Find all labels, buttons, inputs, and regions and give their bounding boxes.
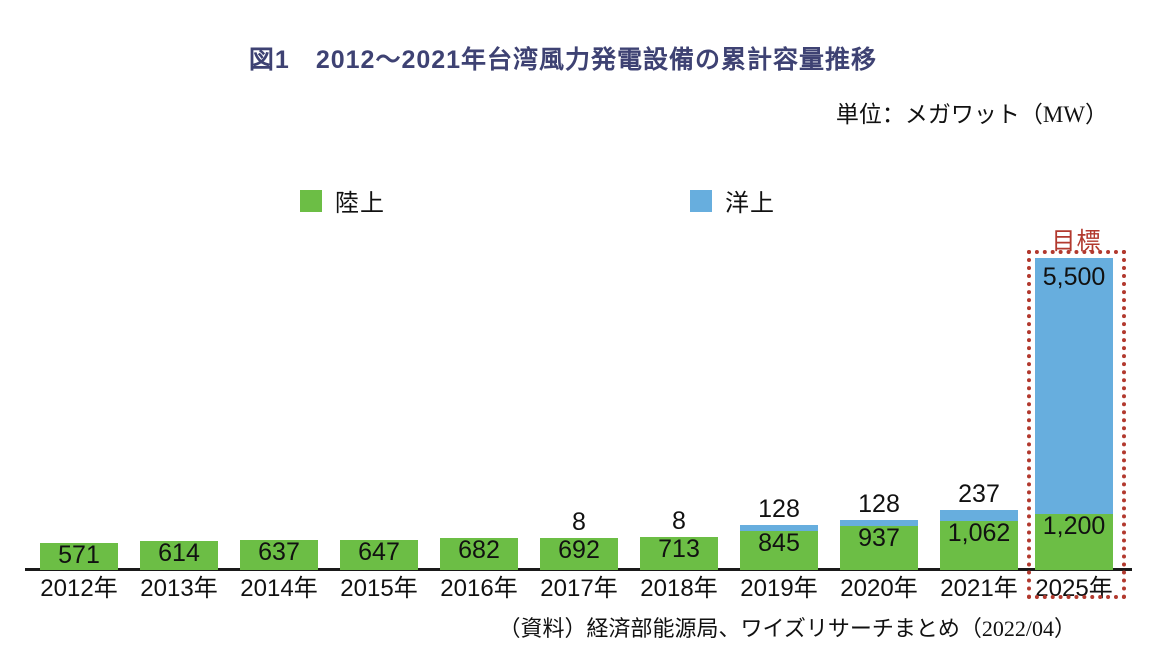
bar-value-label-onshore: 692: [558, 536, 600, 564]
figure-title: 図1 2012〜2021年台湾風力発電設備の累計容量推移: [248, 46, 878, 74]
bar-segment-onshore: [440, 538, 518, 570]
bar-value-label-offshore: 237: [958, 480, 1000, 508]
x-axis-tick-label: 2013年: [140, 575, 218, 602]
bar-value-label-onshore: 1,200: [1042, 512, 1106, 540]
bar-value-label-offshore: 128: [758, 495, 800, 523]
bar-segment-offshore: [940, 510, 1018, 521]
legend-item-onshore: 陸上: [300, 183, 385, 218]
bar-segment-onshore: [840, 526, 918, 570]
x-axis-tick-label: 2020年: [840, 575, 918, 602]
bar-segment-onshore: [1035, 514, 1113, 570]
x-axis-tick-label: 2018年: [640, 575, 718, 602]
x-axis-tick-label: 2019年: [740, 575, 818, 602]
bar-value-label-onshore: 937: [858, 524, 900, 552]
bar-segment-onshore: [340, 540, 418, 570]
bar-segment-onshore: [140, 541, 218, 570]
legend-label-offshore: 洋上: [725, 190, 775, 217]
bar-value-label-onshore: 647: [358, 538, 400, 566]
x-axis-tick-label: 2017年: [540, 575, 618, 602]
legend-label-onshore: 陸上: [335, 190, 385, 217]
x-axis-tick-label: 2016年: [440, 575, 518, 602]
bar-value-label-offshore: 5,500: [1042, 263, 1106, 291]
bar-value-label-onshore: 682: [458, 536, 500, 564]
bar-value-label-offshore: 128: [858, 490, 900, 518]
onshore-swatch-icon: [300, 189, 322, 212]
bar-segment-onshore: [240, 540, 318, 570]
x-axis-tick-label: 2015年: [340, 575, 418, 602]
bar-value-label-onshore: 637: [258, 538, 300, 566]
target-label: 目標: [1051, 228, 1102, 255]
x-axis-tick-label: 2014年: [240, 575, 318, 602]
x-axis-tick-label: 2021年: [940, 575, 1018, 602]
bar-segment-onshore: [540, 538, 618, 570]
bar-value-label-onshore: 1,062: [947, 519, 1011, 547]
bar-segment-onshore: [640, 537, 718, 570]
bar-segment-offshore: [740, 525, 818, 531]
target-highlight-box: [1027, 250, 1126, 599]
bar-segment-offshore: [840, 520, 918, 526]
bar-segment-offshore: [1035, 258, 1113, 514]
bar-value-label-onshore: 614: [158, 539, 200, 567]
offshore-swatch-icon: [690, 189, 712, 212]
bar-value-label-onshore: 845: [758, 529, 800, 557]
bar-segment-onshore: [740, 531, 818, 570]
bar-value-label-offshore: 8: [672, 507, 686, 535]
bar-segment-onshore: [40, 543, 118, 570]
bar-value-label-offshore: 8: [572, 508, 586, 536]
unit-label: 単位：メガワット（MW）: [835, 102, 1108, 127]
bar-segment-onshore: [940, 521, 1018, 570]
legend-item-offshore: 洋上: [690, 183, 775, 218]
bar-value-label-onshore: 571: [58, 541, 100, 569]
bar-value-label-onshore: 713: [658, 535, 700, 563]
source-note: （資料）経済部能源局、ワイズリサーチまとめ（2022/04）: [498, 616, 1076, 641]
x-axis-tick-label: 2012年: [40, 575, 118, 602]
